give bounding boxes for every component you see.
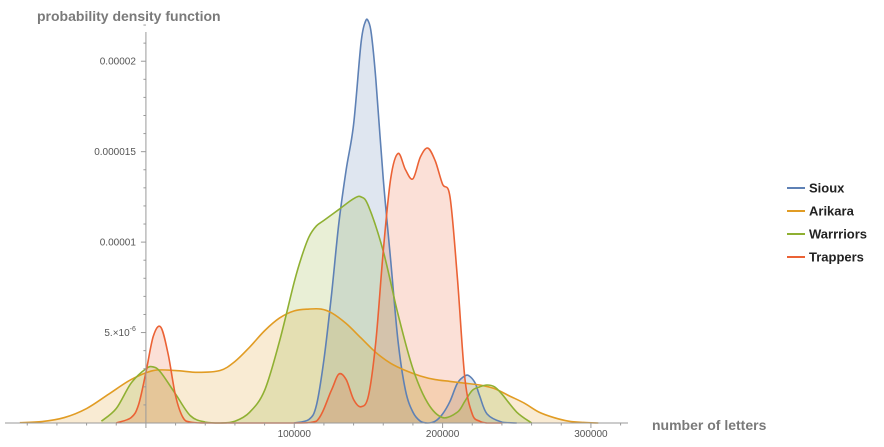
series-areas — [19, 19, 599, 423]
area-warrriors — [101, 196, 532, 423]
line-trappers — [115, 147, 502, 424]
y-tick-label: 0.000015 — [94, 147, 136, 158]
area-arikara — [19, 308, 599, 423]
x-axis-title: number of letters — [652, 417, 767, 433]
x-tick-label: 100000 — [278, 429, 312, 440]
area-sioux — [294, 19, 517, 423]
y-ticks: 5.×10-6 0.00001 0.000015 0.00002 — [94, 24, 146, 406]
y-tick-label: 0.00002 — [100, 57, 137, 68]
line-arikara — [19, 307, 599, 424]
y-tick-label: 5.×10-6 — [104, 326, 136, 339]
x-tick-label: 300000 — [574, 429, 608, 440]
y-tick-label: 0.00001 — [100, 238, 137, 249]
series-lines — [19, 18, 599, 424]
area-trappers — [116, 147, 502, 423]
legend-label-trappers: Trappers — [809, 250, 864, 265]
y-axis-title: probability density function — [37, 8, 221, 24]
legend: Sioux Arikara Warrriors Trappers — [787, 181, 867, 265]
legend-label-sioux: Sioux — [809, 181, 845, 196]
x-ticks: 100000 200000 300000 — [26, 423, 622, 440]
line-sioux — [294, 18, 517, 424]
legend-label-arikara: Arikara — [809, 204, 855, 219]
axes: 100000 200000 300000 5.×10-6 0.00001 0.00001… — [5, 24, 628, 440]
x-tick-label: 200000 — [426, 429, 460, 440]
legend-label-warrriors: Warrriors — [809, 227, 867, 242]
